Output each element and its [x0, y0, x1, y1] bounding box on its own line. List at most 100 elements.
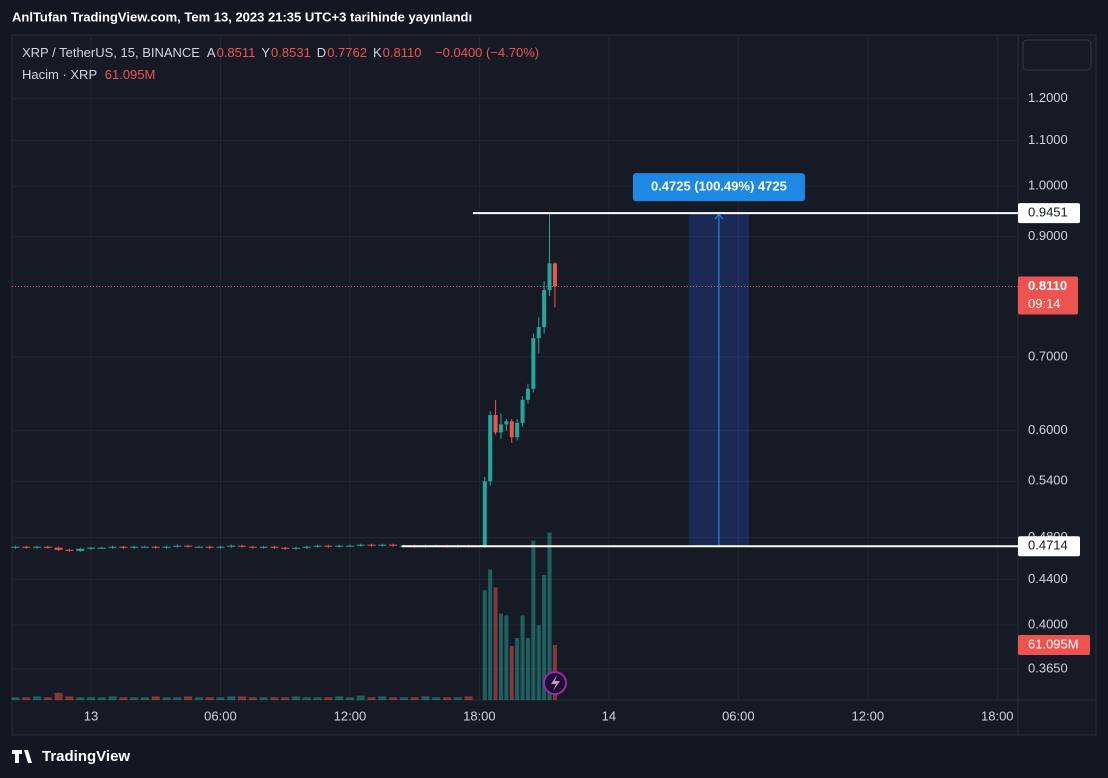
candle-body — [173, 545, 182, 547]
volume-bar — [515, 637, 520, 700]
legend-value: 0.8531 — [271, 45, 311, 60]
volume-bar — [498, 613, 503, 700]
volume-bar — [140, 697, 149, 700]
last-price-box — [1018, 276, 1078, 315]
legend-key: K — [372, 45, 382, 60]
volume-bar — [302, 697, 311, 700]
volume-bar — [442, 697, 452, 700]
volume-bar — [86, 697, 96, 700]
volume-bar — [542, 574, 547, 700]
candle-body — [151, 546, 160, 548]
x-tick-label: 14 — [602, 708, 616, 723]
candle-body — [345, 545, 354, 547]
volume-bar — [22, 697, 31, 700]
volume-bar — [237, 696, 247, 700]
x-tick-label: 18:00 — [463, 708, 496, 723]
candle-body — [130, 546, 139, 548]
candle-body — [237, 545, 247, 547]
candle-body — [389, 544, 398, 546]
volume-bar — [119, 697, 128, 700]
candle-body — [552, 263, 557, 287]
volume-label-box — [1018, 635, 1090, 656]
legend-value: 0.7762 — [327, 45, 367, 60]
volume-bar — [531, 540, 536, 700]
candle-body — [531, 338, 536, 389]
volume-value: 61.095M — [104, 67, 156, 82]
volume-bar — [205, 697, 214, 700]
chart-frame — [11, 34, 1097, 736]
volume-bar — [482, 590, 487, 700]
legend-value: 0.8511 — [216, 45, 256, 60]
volume-bar — [248, 697, 257, 700]
candle-body — [378, 544, 387, 546]
candle-body — [86, 547, 96, 549]
y-tick-label: 0.4000 — [1028, 616, 1068, 631]
x-tick-label: 12:00 — [334, 708, 367, 723]
menu-button[interactable] — [1022, 39, 1092, 71]
candle-body — [291, 547, 301, 549]
volume-label: 61.095M — [1028, 636, 1079, 651]
candle-body — [205, 546, 214, 548]
candle-body — [515, 422, 520, 438]
candle-body — [65, 549, 74, 551]
candle-body — [525, 388, 530, 400]
volume-bar — [493, 587, 498, 700]
volume-bar — [151, 696, 160, 700]
volume-bar — [313, 697, 322, 700]
candle-body — [498, 424, 503, 433]
candle-body — [493, 415, 498, 433]
volume-bar — [335, 696, 344, 700]
volume-bar — [43, 697, 52, 700]
volume-bar — [194, 697, 203, 700]
volume-bar — [520, 615, 525, 700]
volume-bar — [259, 697, 268, 700]
candle-body — [32, 546, 42, 548]
change: −0.0400 (−4.70%) — [435, 45, 540, 60]
volume-bar — [173, 697, 182, 700]
brand-logo — [12, 750, 32, 763]
volume-bar — [162, 697, 171, 700]
candle-body — [227, 545, 236, 547]
volume-bar — [270, 697, 279, 700]
x-tick-label: 06:00 — [204, 708, 237, 723]
volume-bar — [464, 696, 473, 700]
volume-bar — [130, 697, 139, 700]
countdown: 09:14 — [1028, 296, 1061, 311]
volume-bar — [509, 646, 514, 700]
volume-bar — [324, 697, 333, 700]
volume-bar — [453, 697, 462, 700]
x-tick-label: 18:00 — [981, 708, 1014, 723]
volume-bar — [547, 532, 552, 700]
event-icon-bolt — [551, 675, 560, 691]
price-label-box — [1018, 536, 1080, 557]
volume-bar — [356, 695, 365, 700]
candle-body — [54, 547, 63, 550]
volume-bar — [488, 569, 493, 700]
candle-body — [356, 544, 365, 546]
volume-legend: Hacim · XRP 61.095M — [22, 67, 159, 82]
price-label-box — [1018, 203, 1080, 224]
candle-body — [76, 548, 85, 551]
candle-body — [324, 545, 333, 547]
legend-key: D — [316, 45, 327, 60]
candle-body — [488, 415, 493, 482]
y-tick-label: 0.3650 — [1028, 660, 1068, 675]
volume-bar — [65, 696, 74, 700]
candle-body — [43, 546, 52, 548]
y-tick-label: 1.0000 — [1028, 178, 1068, 193]
legend-key: A — [206, 45, 216, 60]
volume-bar — [504, 615, 509, 700]
legend-line: XRP / TetherUS, 15, BINANCE A0.8511 Y0.85… — [22, 45, 543, 60]
candle-body — [536, 327, 541, 339]
volume-bar — [184, 696, 193, 700]
candle-body — [542, 290, 547, 328]
candle-body — [302, 546, 311, 548]
volume-bar — [54, 692, 63, 700]
y-tick-label: 1.2000 — [1028, 90, 1068, 105]
candle-body — [313, 545, 322, 547]
volume-bar — [32, 696, 42, 700]
candle-body — [22, 546, 31, 548]
volume-bar — [11, 697, 20, 700]
candle-body — [509, 421, 514, 438]
